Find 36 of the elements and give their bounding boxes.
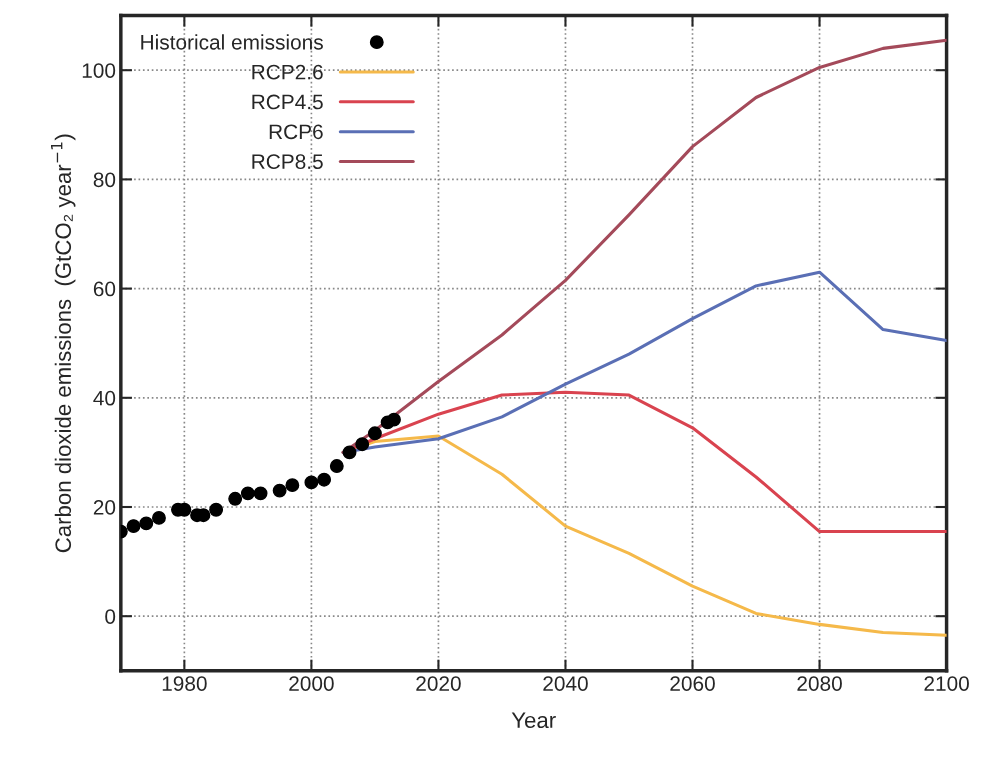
point <box>342 445 357 460</box>
point <box>139 516 154 531</box>
point <box>329 459 344 473</box>
point <box>355 437 370 452</box>
point <box>317 472 332 487</box>
point <box>253 486 268 501</box>
x-tick-label: 2060 <box>670 676 715 691</box>
x-axis-title: Year <box>511 712 556 729</box>
point <box>285 478 300 493</box>
legend-label: RCP2.6 <box>252 64 323 80</box>
point <box>367 426 382 441</box>
legend-label: RCP8.5 <box>252 154 323 169</box>
point <box>228 491 243 506</box>
y-tick-label: 40 <box>93 390 116 406</box>
x-tick-label: 2000 <box>289 676 334 691</box>
y-tick-label: 80 <box>93 172 116 188</box>
y-axis-title: Carbon dioxide emissions (GtCO₂ year$^{−1}$) <box>51 134 76 553</box>
point <box>209 502 224 517</box>
x-tick-label: 1980 <box>162 676 207 691</box>
x-tick-label: 2080 <box>797 676 842 691</box>
legend-label: RCP4.5 <box>252 94 323 110</box>
x-tick-label: 2100 <box>924 676 969 691</box>
y-tick-label: 0 <box>105 609 116 624</box>
point <box>387 412 401 427</box>
x-tick-label: 2020 <box>416 676 461 691</box>
y-tick-label: 20 <box>93 500 116 515</box>
point <box>126 519 141 534</box>
y-tick-label: 60 <box>93 281 116 297</box>
point <box>272 483 287 498</box>
y-tick-label: 100 <box>82 63 116 78</box>
x-tick-label: 2040 <box>543 676 588 691</box>
point <box>240 486 255 501</box>
point <box>152 510 166 525</box>
legend-label: RCP6 <box>269 124 323 140</box>
point <box>304 475 319 490</box>
legend-label: Historical emissions <box>141 34 323 50</box>
